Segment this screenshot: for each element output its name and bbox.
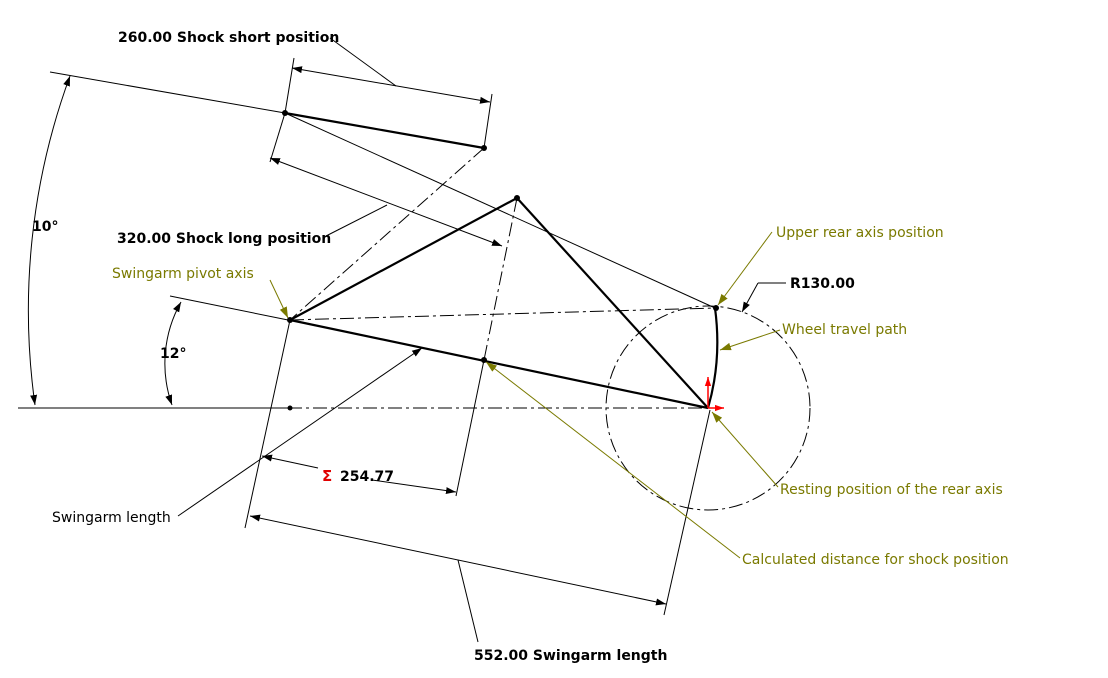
triangle-pivot-to-mount [289,197,518,321]
shock-short-line [284,111,485,150]
shock-short-leader [329,37,397,87]
upper-axis-point [713,305,719,311]
wheel-travel-arc [706,307,719,409]
upper-rear-axis-label: Upper rear axis position [776,225,944,241]
swingarm-ext-left [244,319,291,529]
wheel-travel-path-label: Wheel travel path [782,322,907,338]
shock-upper-mount-point [514,195,520,201]
calculated-dim-line-right [371,479,457,495]
shock-centerline-upper [483,197,518,361]
calculated-distance-label: Calculated distance for shock position [742,552,1009,568]
shock-long-leader [325,204,388,237]
shock-vertical-ext [455,359,485,497]
shock-long-ext-left [269,112,286,163]
triangle-mount-to-axis [516,197,709,409]
shock-short-top-point [282,110,288,116]
base-pivot-point [287,405,293,411]
shock-short-dim-line [291,66,491,104]
swingarm-shock-point [481,357,487,363]
angle-12-arc [164,301,182,406]
shock-short-ext-right [483,93,493,149]
sigma-symbol: Σ [322,467,332,485]
shock-short-bottom-point [481,145,487,151]
upper-axis-leader [717,231,773,306]
swingarm-length-leader [177,347,423,517]
angle-10-arc [27,75,71,406]
swingarm-pivot-point [287,317,293,323]
calculated-distance-leader [485,361,741,559]
shock-short-label: 260.00 Shock short position [118,30,339,46]
shock-centerline-short [289,147,485,321]
wheel-path-leader [719,329,781,351]
swingarm-ext-right [663,409,711,616]
calculated-value-label: 254.77 [340,469,394,485]
pivot-axis-leader [269,279,289,319]
calculated-dim-line-left [261,454,319,469]
angle-10-label: 10° [32,219,58,235]
upper-reference-extension [284,112,716,309]
swingarm-length-dim-label: 552.00 Swingarm length [474,648,667,664]
resting-axis-leader [711,411,779,488]
wheel-circle [605,305,811,511]
radius-leader-diagonal [741,282,759,313]
shock-short-ext-left [284,57,295,114]
swingarm-pivot-axis-label: Swingarm pivot axis [112,266,254,282]
pivot-to-upper-axis-centerline [289,307,716,321]
shock-long-label: 320.00 Shock long position [117,231,331,247]
angle-12-label: 12° [160,346,186,362]
upper-reference-line [49,71,286,114]
shock-long-dim-line [269,157,503,247]
swingarm-length-label: Swingarm length [52,510,171,526]
angle-12-reference-line [169,295,289,321]
swingarm-length-dim-leader [457,559,479,643]
radius-label: R130.00 [790,276,855,292]
swingarm-line [289,318,709,410]
resting-rear-axis-label: Resting position of the rear axis [780,482,1003,498]
